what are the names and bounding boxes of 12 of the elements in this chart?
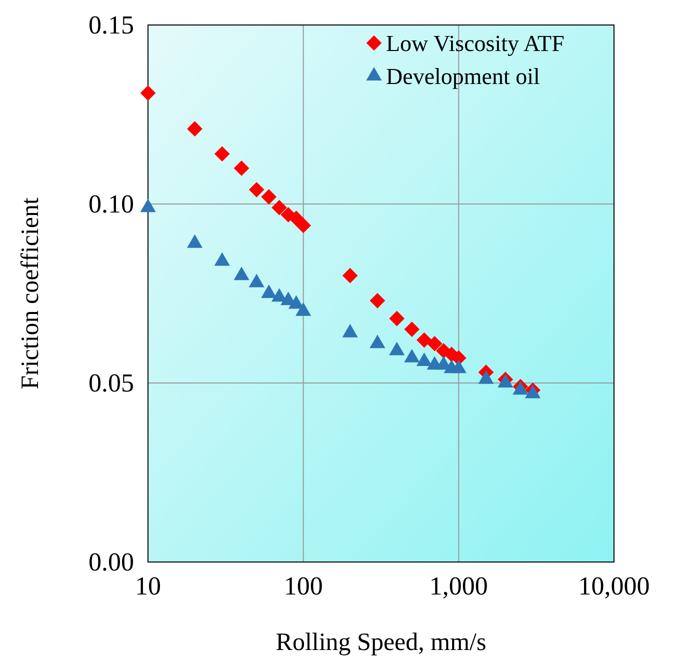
x-tick-label: 10,000 — [578, 571, 650, 600]
x-tick-label: 10 — [135, 571, 161, 600]
x-tick-label: 100 — [284, 571, 323, 600]
y-tick-label: 0.10 — [88, 189, 134, 218]
y-tick-label: 0.05 — [88, 368, 134, 398]
x-tick-label: 1,000 — [429, 571, 488, 600]
y-tick-label: 0.15 — [88, 10, 134, 40]
legend-label: Development oil — [386, 64, 540, 89]
y-tick-label: 0.00 — [88, 547, 134, 576]
x-axis-title: Rolling Speed, mm/s — [276, 629, 486, 656]
y-axis-title: Friction coefficient — [17, 198, 44, 390]
legend-label: Low Viscosity ATF — [386, 31, 564, 56]
